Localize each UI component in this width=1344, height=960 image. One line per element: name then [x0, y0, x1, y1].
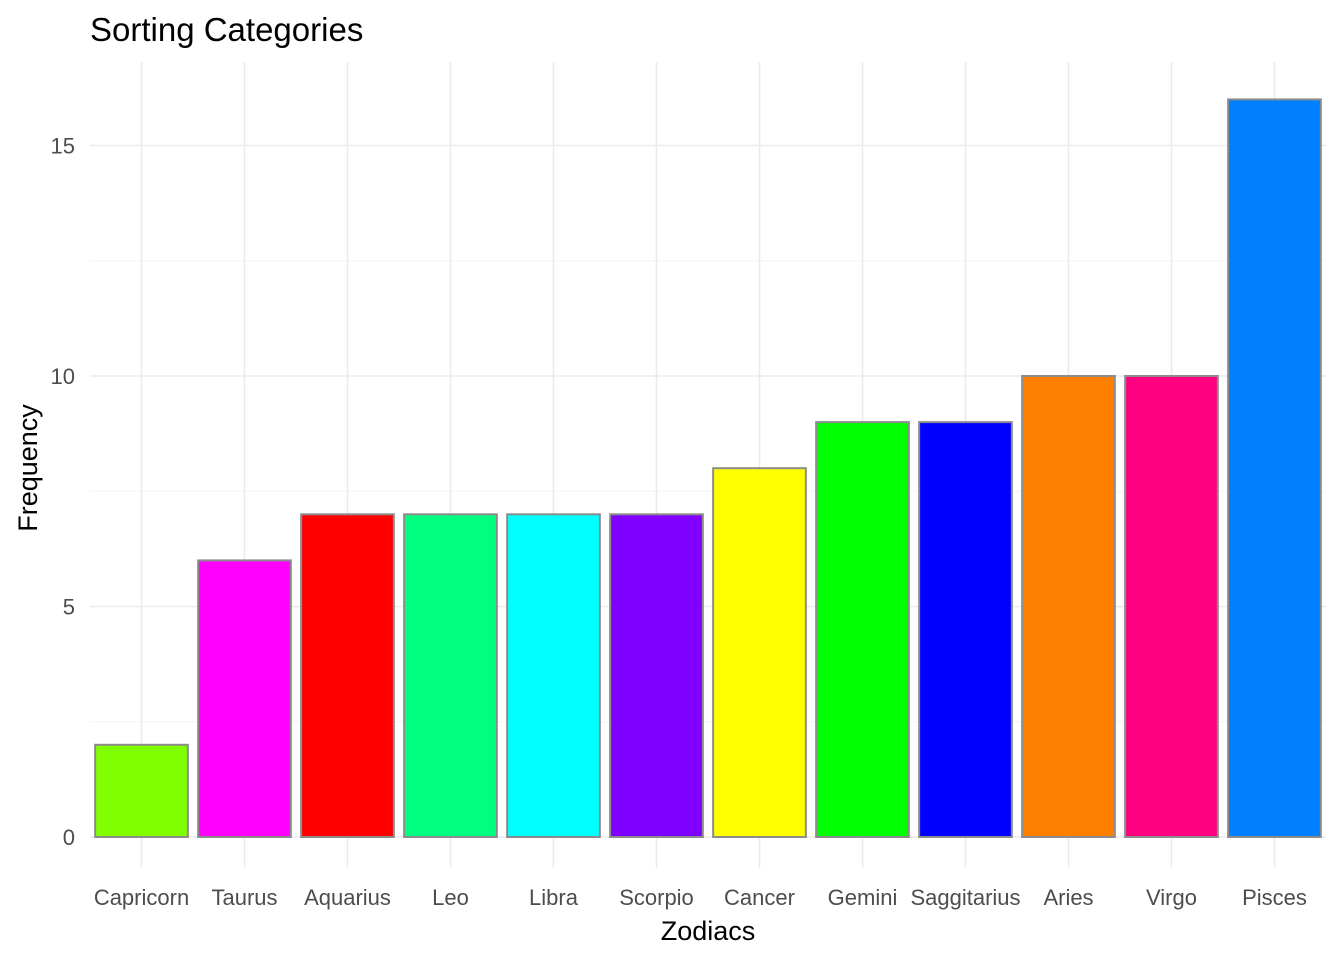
x-tick-label: Virgo	[1146, 885, 1197, 910]
x-tick-label: Scorpio	[619, 885, 694, 910]
y-tick-label: 5	[63, 595, 75, 620]
bar-leo	[403, 513, 498, 838]
bar-gemini	[815, 421, 910, 838]
y-tick-label: 15	[51, 134, 75, 159]
x-tick-label: Cancer	[724, 885, 795, 910]
bar-libra	[506, 513, 601, 838]
bar-taurus	[197, 559, 292, 839]
x-tick-label: Gemini	[828, 885, 898, 910]
bar-pisces	[1227, 98, 1322, 838]
bars	[94, 98, 1322, 839]
x-tick-label: Taurus	[211, 885, 277, 910]
bar-saggitarius	[918, 421, 1013, 838]
x-tick-label: Leo	[432, 885, 469, 910]
x-axis-ticks: Capricorn Taurus Aquarius Leo Libra Scorpio Ca…	[94, 885, 1307, 910]
bar-aries	[1021, 375, 1116, 838]
x-tick-label: Aquarius	[304, 885, 391, 910]
x-tick-label: Capricorn	[94, 885, 189, 910]
x-tick-label: Aries	[1043, 885, 1093, 910]
x-tick-label: Saggitarius	[910, 885, 1020, 910]
y-axis-title: Frequency	[13, 404, 43, 532]
bar-scorpio	[609, 513, 704, 838]
chart-title: Sorting Categories	[90, 11, 363, 48]
bar-capricorn	[94, 743, 189, 838]
x-axis-title: Zodiacs	[661, 916, 756, 946]
y-tick-label: 0	[63, 825, 75, 850]
y-axis-ticks: 0 5 10 15	[51, 134, 75, 851]
x-tick-label: Libra	[529, 885, 579, 910]
x-tick-label: Pisces	[1242, 885, 1307, 910]
bar-cancer	[712, 467, 807, 838]
y-tick-label: 10	[51, 364, 75, 389]
bar-virgo	[1124, 375, 1219, 838]
bar-aquarius	[300, 513, 395, 838]
